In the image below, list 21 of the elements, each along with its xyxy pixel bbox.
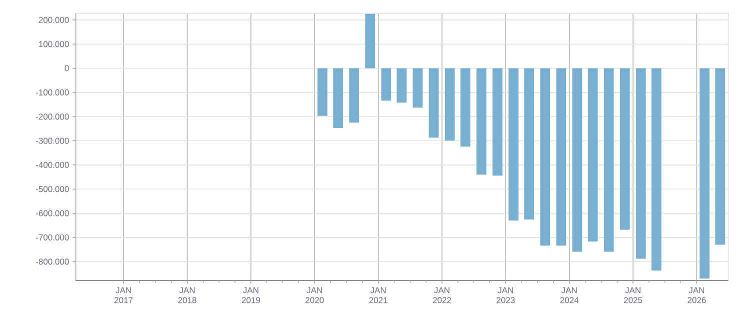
y-tick-label: -200.000 [36,114,69,120]
y-tick-label: -600.000 [36,210,69,216]
x-tick-label: JAN 2024 [560,287,579,304]
x-tick-label: JAN 2021 [369,287,388,304]
x-tick-label: JAN 2019 [242,287,260,304]
y-tick-label: -800.000 [36,258,69,265]
x-tick-label: JAN 2025 [624,287,642,304]
y-tick-label: -100.000 [36,89,69,96]
x-tick-label: JAN 2020 [306,287,324,304]
x-tick-label: JAN 2018 [178,287,196,304]
y-tick-label: -300.000 [36,138,69,144]
x-tick-label: JAN 2026 [688,287,706,304]
y-tick-label: -700.000 [36,234,69,240]
x-tick-label: JAN 2022 [432,287,452,304]
x-tick-label: JAN 2017 [114,287,133,304]
y-tick-label: -400.000 [36,162,69,168]
y-tick-label: 100.000 [39,41,69,48]
y-tick-label: -500.000 [36,186,69,192]
x-tick-label: JAN 2023 [496,287,515,304]
y-tick-label: 200.000 [38,16,69,23]
y-tick-label: 0 [64,65,69,72]
